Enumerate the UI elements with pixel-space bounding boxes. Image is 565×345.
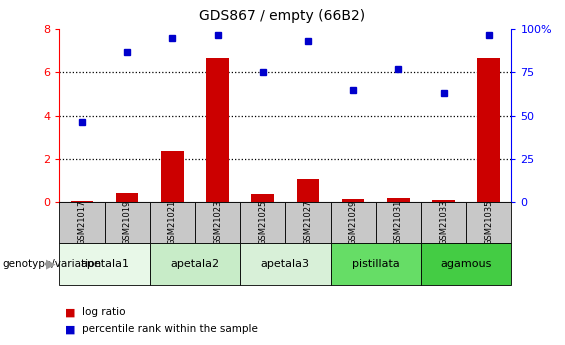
Bar [71, 201, 93, 202]
Bar [150, 202, 195, 243]
Text: GSM21027: GSM21027 [303, 200, 312, 245]
Text: GDS867 / empty (66B2): GDS867 / empty (66B2) [199, 9, 366, 23]
Text: GSM21021: GSM21021 [168, 200, 177, 245]
Bar [477, 58, 500, 202]
Bar [331, 243, 421, 285]
Bar [59, 243, 150, 285]
Text: GSM21029: GSM21029 [349, 200, 358, 245]
Text: GSM21025: GSM21025 [258, 200, 267, 245]
Bar [297, 179, 319, 202]
Bar [285, 202, 331, 243]
Bar [240, 243, 331, 285]
Text: ■: ■ [65, 307, 76, 317]
Bar [331, 202, 376, 243]
Bar [387, 198, 410, 202]
Bar [116, 193, 138, 202]
Text: genotype/variation: genotype/variation [3, 259, 102, 269]
Bar [421, 202, 466, 243]
Bar [466, 202, 511, 243]
Text: GSM21031: GSM21031 [394, 200, 403, 245]
Text: GSM21033: GSM21033 [439, 200, 448, 245]
Text: log ratio: log ratio [82, 307, 125, 317]
Text: GSM21017: GSM21017 [77, 200, 86, 245]
Bar [251, 194, 274, 202]
Bar [105, 202, 150, 243]
Text: ▶: ▶ [46, 257, 55, 270]
Text: pistillata: pistillata [352, 259, 399, 269]
Text: apetala2: apetala2 [171, 259, 219, 269]
Bar [342, 199, 364, 202]
Bar [432, 200, 455, 202]
Bar [376, 202, 421, 243]
Bar [59, 202, 105, 243]
Bar [206, 58, 229, 202]
Text: GSM21023: GSM21023 [213, 200, 222, 245]
Bar [161, 151, 184, 202]
Text: apetala3: apetala3 [261, 259, 310, 269]
Bar [240, 202, 285, 243]
Bar [421, 243, 511, 285]
Text: apetala1: apetala1 [80, 259, 129, 269]
Text: ■: ■ [65, 325, 76, 334]
Bar [195, 202, 240, 243]
Text: GSM21019: GSM21019 [123, 200, 132, 245]
Text: percentile rank within the sample: percentile rank within the sample [82, 325, 258, 334]
Bar [150, 243, 240, 285]
Text: agamous: agamous [441, 259, 492, 269]
Text: GSM21035: GSM21035 [484, 200, 493, 245]
